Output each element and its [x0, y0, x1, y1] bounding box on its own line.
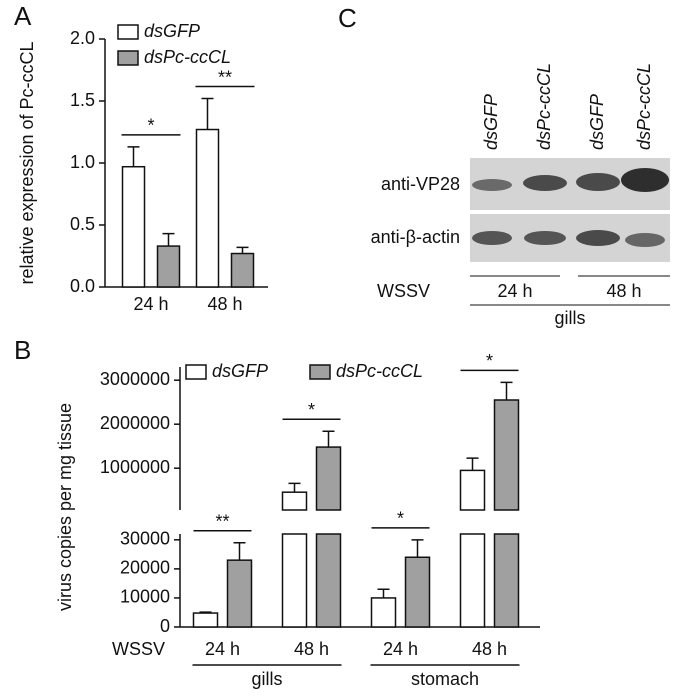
bar [192, 612, 219, 628]
y-tick-label: 3000000 [100, 369, 170, 389]
bar [195, 128, 220, 288]
significance-mark: ** [215, 511, 229, 531]
bar [493, 399, 520, 511]
legend-label: dsGFP [212, 361, 268, 381]
error-bar [500, 381, 513, 400]
significance-mark: * [397, 509, 404, 529]
y-tick-label: 0.0 [70, 276, 95, 296]
bar [226, 559, 253, 628]
significance-mark: * [308, 400, 315, 420]
time-label: 48 h [606, 281, 641, 301]
lane-label: dsPc-ccCL [534, 63, 554, 150]
error-bar [377, 588, 390, 598]
y-tick-label: 30000 [120, 529, 170, 549]
bar [281, 491, 308, 511]
x-tick-label: 24 h [383, 639, 418, 659]
lane-label: dsGFP [481, 94, 501, 150]
panel-label: A [14, 1, 32, 31]
legend-label: dsGFP [144, 21, 200, 41]
lane-label: dsGFP [587, 94, 607, 150]
error-bar [233, 541, 246, 561]
condition-label: WSSV [377, 281, 430, 301]
error-bar [199, 611, 212, 614]
legend-swatch [117, 24, 139, 40]
time-label: 24 h [497, 281, 532, 301]
error-bar [411, 539, 424, 558]
bar [370, 597, 397, 628]
y-tick-label: 10000 [120, 587, 170, 607]
bar [493, 533, 520, 628]
x-tick-label: 48 h [294, 639, 329, 659]
y-tick-label: 1.5 [70, 90, 95, 110]
y-tick-label: 0.5 [70, 214, 95, 234]
blot-image [470, 158, 670, 262]
group-label: gills [251, 669, 282, 689]
significance-mark: * [486, 351, 493, 371]
error-bar [288, 482, 301, 493]
legend-label: dsPc-ccCL [144, 47, 231, 67]
bar [459, 469, 486, 511]
y-tick-label: 2.0 [70, 28, 95, 48]
y-axis-title: virus copies per mg tissue [55, 403, 75, 611]
error-bar [127, 146, 140, 167]
row-label: anti-VP28 [381, 174, 460, 194]
bar [459, 533, 486, 628]
error-bar [466, 457, 479, 471]
row-label: anti-β-actin [371, 227, 460, 247]
x-tick-label: 24 h [133, 294, 168, 314]
legend-swatch [309, 364, 331, 380]
x-tick-label: 48 h [472, 639, 507, 659]
y-tick-label: 2000000 [100, 413, 170, 433]
panel-label: C [338, 3, 357, 33]
legend-label: dsPc-ccCL [336, 361, 423, 381]
legend-swatch [117, 50, 139, 66]
y-axis-title: relative expression of Pc-ccCL [17, 41, 37, 284]
y-tick-label: 20000 [120, 558, 170, 578]
bar [315, 446, 342, 511]
lane-label: dsPc-ccCL [634, 63, 654, 150]
bar [156, 245, 181, 288]
bar [230, 252, 255, 288]
error-bar [201, 97, 214, 130]
significance-mark: * [147, 116, 154, 136]
tissue-label: gills [554, 308, 585, 328]
y-tick-label: 1.0 [70, 152, 95, 172]
error-bar [236, 246, 249, 254]
panel-label: B [14, 335, 31, 365]
y-tick-label: 1000000 [100, 457, 170, 477]
error-bar [162, 232, 175, 247]
bar [281, 533, 308, 628]
legend-swatch [185, 364, 207, 380]
error-bar [322, 430, 335, 448]
x-tick-label: 48 h [207, 294, 242, 314]
group-label: stomach [411, 669, 479, 689]
significance-mark: ** [218, 67, 232, 87]
group-title: WSSV [112, 639, 165, 659]
bar [315, 533, 342, 628]
y-tick-label: 0 [160, 616, 170, 636]
x-tick-label: 24 h [205, 639, 240, 659]
bar [404, 556, 431, 628]
bar [121, 165, 146, 288]
